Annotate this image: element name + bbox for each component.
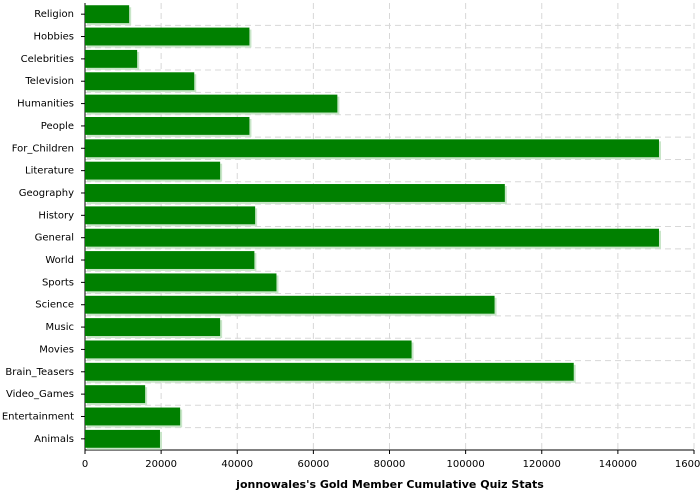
bar — [85, 273, 277, 292]
bar — [85, 27, 250, 46]
bar — [85, 94, 338, 113]
y-tick-label: Literature — [25, 166, 74, 177]
x-tick-label: 20000 — [145, 459, 177, 470]
x-tick-label: 60000 — [297, 459, 329, 470]
y-tick-label: Television — [24, 76, 74, 87]
y-tick-label: Entertainment — [2, 411, 74, 422]
y-tick-label: Geography — [19, 188, 74, 199]
y-tick-label: Video_Games — [6, 389, 74, 400]
x-tick-label: 0 — [82, 459, 88, 470]
bar — [85, 318, 221, 337]
y-tick-label: World — [45, 255, 74, 266]
y-tick-label: Animals — [34, 434, 74, 445]
y-tick-label: Celebrities — [21, 54, 74, 65]
bar — [85, 228, 659, 247]
y-tick-label: People — [41, 121, 74, 132]
bar — [85, 340, 412, 359]
bar — [85, 184, 505, 202]
bar — [85, 72, 195, 91]
x-tick-label: 100000 — [447, 459, 485, 470]
y-tick-label: General — [35, 233, 74, 244]
chart-title: jonnowales's Gold Member Cumulative Quiz… — [235, 478, 544, 491]
y-tick-label: Science — [35, 300, 74, 311]
bar — [85, 407, 181, 426]
y-tick-label: Humanities — [17, 99, 74, 110]
bar — [85, 161, 221, 180]
bar — [85, 5, 130, 24]
y-tick-label: Sports — [42, 277, 74, 288]
bar — [85, 49, 138, 68]
x-tick-label: 120000 — [523, 459, 561, 470]
x-tick-label: 40000 — [221, 459, 253, 470]
bar — [85, 362, 574, 381]
y-tick-label: Brain_Teasers — [5, 367, 74, 378]
y-tick-label: Music — [46, 322, 74, 333]
bar — [85, 251, 255, 269]
y-tick-label: Movies — [39, 344, 74, 355]
bar — [85, 429, 160, 448]
bar — [85, 385, 146, 404]
bar — [85, 206, 256, 225]
x-tick-label: 80000 — [374, 459, 406, 470]
x-tick-label: 140000 — [599, 459, 637, 470]
y-tick-label: For_Children — [12, 143, 74, 154]
x-tick-label: 160000 — [675, 459, 700, 470]
bar — [85, 139, 659, 158]
y-tick-label: Religion — [34, 9, 74, 20]
bar — [85, 295, 495, 314]
y-tick-label: History — [38, 210, 74, 221]
y-tick-label: Hobbies — [34, 32, 74, 43]
bar — [85, 116, 250, 135]
